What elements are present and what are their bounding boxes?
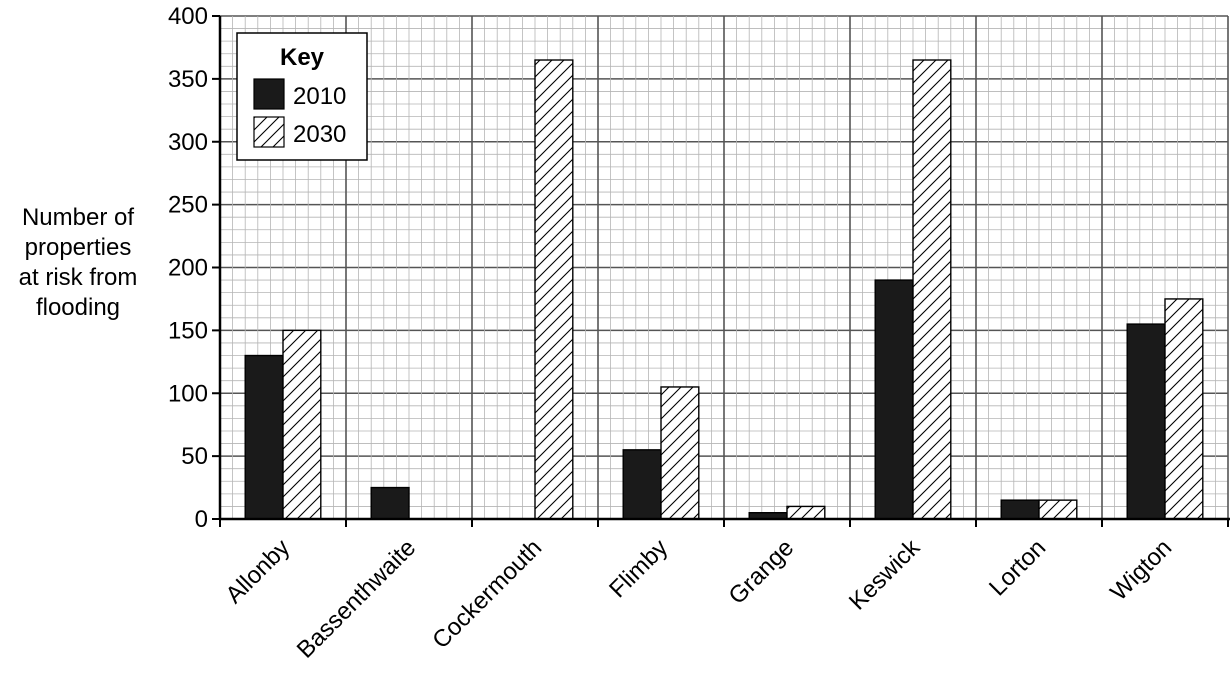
bar-2030-flimby: [660, 386, 700, 520]
y-axis-label-line-1: Number of: [22, 204, 134, 231]
bar-2010-wigton: [1126, 323, 1166, 520]
plot-grid: [219, 15, 1229, 520]
legend-title: Key: [280, 44, 325, 71]
y-axis-label-line-4: flooding: [36, 294, 120, 321]
y-tick-labels: 0 50 100 150 200 250 300 350 400: [168, 3, 208, 533]
x-label-cockermouth: Cockermouth: [427, 534, 547, 654]
legend-swatch-2010: [253, 78, 285, 110]
x-label-lorton: Lorton: [984, 534, 1051, 601]
y-tick-label: 350: [168, 66, 208, 93]
axes: [212, 15, 1230, 527]
y-tick-label: 100: [168, 380, 208, 407]
y-tick-label: 250: [168, 192, 208, 219]
x-label-wigton: Wigton: [1105, 534, 1177, 606]
x-label-grange: Grange: [724, 534, 800, 610]
x-label-bassenthwaite: Bassenthwaite: [292, 534, 421, 663]
x-label-flimby: Flimby: [604, 534, 673, 603]
legend-label-2030: 2030: [293, 121, 346, 148]
y-axis-label-line-3: at risk from: [19, 264, 138, 291]
bar-2030-allonby: [282, 329, 322, 520]
bar-2030-wigton: [1164, 298, 1204, 520]
legend-label-2010: 2010: [293, 83, 346, 110]
bars: [244, 59, 1204, 520]
bar-2030-cockermouth: [534, 59, 574, 520]
bar-2010-allonby: [244, 354, 284, 520]
bar-2010-flimby: [622, 449, 662, 520]
legend-swatch-2030: [253, 116, 285, 148]
y-tick-label: 0: [195, 506, 208, 533]
y-tick-label: 200: [168, 255, 208, 282]
y-tick-label: 400: [168, 3, 208, 30]
y-tick-label: 150: [168, 317, 208, 344]
x-label-allonby: Allonby: [220, 534, 295, 609]
bar-2030-lorton: [1038, 499, 1078, 520]
legend: Key 2010 2030: [236, 32, 368, 161]
bar-2030-grange: [786, 505, 826, 520]
bar-2010-lorton: [1000, 499, 1040, 520]
y-axis-label-line-2: properties: [25, 234, 132, 261]
bar-2010-keswick: [874, 279, 914, 520]
y-tick-label: 50: [181, 443, 208, 470]
bar-2030-keswick: [912, 59, 952, 520]
y-tick-label: 300: [168, 129, 208, 156]
x-label-keswick: Keswick: [844, 533, 926, 615]
bar-2010-bassenthwaite: [370, 486, 410, 520]
